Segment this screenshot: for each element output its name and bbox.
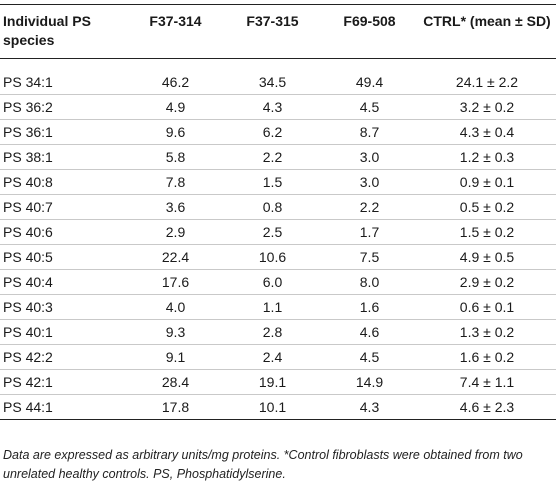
table-row: PS 36:1 9.6 6.2 8.7 4.3 ± 0.4 [0,119,556,145]
species-cell: PS 40:7 [0,194,127,220]
value-cell: 9.1 [127,344,224,370]
value-cell: 10.1 [224,394,321,420]
value-cell: 22.4 [127,244,224,270]
ps-species-table: Individual PS species F37-314 F37-315 F6… [0,4,556,420]
value-cell: 0.5 ± 0.2 [418,194,556,220]
species-cell: PS 40:1 [0,319,127,345]
species-cell: PS 40:3 [0,294,127,320]
value-cell: 3.2 ± 0.2 [418,94,556,120]
table-row: PS 40:3 4.0 1.1 1.6 0.6 ± 0.1 [0,294,556,320]
species-cell: PS 44:1 [0,394,127,420]
species-cell: PS 34:1 [0,58,127,95]
value-cell: 1.6 [321,294,418,320]
header-row: Individual PS species F37-314 F37-315 F6… [0,4,556,59]
value-cell: 0.8 [224,194,321,220]
value-cell: 1.5 ± 0.2 [418,219,556,245]
value-cell: 2.5 [224,219,321,245]
table-row: PS 36:2 4.9 4.3 4.5 3.2 ± 0.2 [0,94,556,120]
value-cell: 7.8 [127,169,224,195]
value-cell: 4.3 [224,94,321,120]
value-cell: 6.2 [224,119,321,145]
value-cell: 4.6 [321,319,418,345]
value-cell: 9.3 [127,319,224,345]
value-cell: 17.8 [127,394,224,420]
table-row: PS 40:6 2.9 2.5 1.7 1.5 ± 0.2 [0,219,556,245]
species-cell: PS 36:1 [0,119,127,145]
header-ctrl: CTRL* (mean ± SD) [418,4,556,59]
value-cell: 49.4 [321,58,418,95]
species-cell: PS 42:1 [0,369,127,395]
species-cell: PS 40:6 [0,219,127,245]
header-individual-ps-species: Individual PS species [0,4,127,59]
table-row: PS 38:1 5.8 2.2 3.0 1.2 ± 0.3 [0,144,556,170]
header-f37-315: F37-315 [224,4,321,59]
value-cell: 4.9 [127,94,224,120]
table-row: PS 40:1 9.3 2.8 4.6 1.3 ± 0.2 [0,319,556,345]
value-cell: 28.4 [127,369,224,395]
value-cell: 34.5 [224,58,321,95]
value-cell: 7.4 ± 1.1 [418,369,556,395]
value-cell: 14.9 [321,369,418,395]
value-cell: 8.7 [321,119,418,145]
value-cell: 1.5 [224,169,321,195]
value-cell: 1.2 ± 0.3 [418,144,556,170]
value-cell: 2.2 [321,194,418,220]
table-header: Individual PS species F37-314 F37-315 F6… [0,4,556,59]
value-cell: 24.1 ± 2.2 [418,58,556,95]
value-cell: 10.6 [224,244,321,270]
value-cell: 4.9 ± 0.5 [418,244,556,270]
table-row: PS 44:1 17.8 10.1 4.3 4.6 ± 2.3 [0,394,556,420]
species-cell: PS 40:8 [0,169,127,195]
value-cell: 1.6 ± 0.2 [418,344,556,370]
header-f69-508: F69-508 [321,4,418,59]
value-cell: 3.0 [321,144,418,170]
value-cell: 4.0 [127,294,224,320]
value-cell: 46.2 [127,58,224,95]
table-row: PS 42:1 28.4 19.1 14.9 7.4 ± 1.1 [0,369,556,395]
species-cell: PS 40:4 [0,269,127,295]
value-cell: 17.6 [127,269,224,295]
value-cell: 2.2 [224,144,321,170]
value-cell: 4.5 [321,344,418,370]
value-cell: 7.5 [321,244,418,270]
species-cell: PS 42:2 [0,344,127,370]
value-cell: 4.3 ± 0.4 [418,119,556,145]
value-cell: 1.3 ± 0.2 [418,319,556,345]
value-cell: 4.3 [321,394,418,420]
value-cell: 2.9 [127,219,224,245]
species-cell: PS 40:5 [0,244,127,270]
value-cell: 19.1 [224,369,321,395]
value-cell: 5.8 [127,144,224,170]
table-row: PS 40:5 22.4 10.6 7.5 4.9 ± 0.5 [0,244,556,270]
table-row: PS 40:7 3.6 0.8 2.2 0.5 ± 0.2 [0,194,556,220]
table-row: PS 40:8 7.8 1.5 3.0 0.9 ± 0.1 [0,169,556,195]
table-row: PS 34:1 46.2 34.5 49.4 24.1 ± 2.2 [0,58,556,95]
value-cell: 2.9 ± 0.2 [418,269,556,295]
value-cell: 2.8 [224,319,321,345]
value-cell: 0.9 ± 0.1 [418,169,556,195]
value-cell: 1.7 [321,219,418,245]
value-cell: 4.5 [321,94,418,120]
table-body: PS 34:1 46.2 34.5 49.4 24.1 ± 2.2 PS 36:2 4.9 4… [0,58,556,420]
value-cell: 0.6 ± 0.1 [418,294,556,320]
table-row: PS 42:2 9.1 2.4 4.5 1.6 ± 0.2 [0,344,556,370]
table-row: PS 40:4 17.6 6.0 8.0 2.9 ± 0.2 [0,269,556,295]
value-cell: 1.1 [224,294,321,320]
value-cell: 6.0 [224,269,321,295]
header-f37-314: F37-314 [127,4,224,59]
value-cell: 8.0 [321,269,418,295]
table-footnote: Data are expressed as arbitrary units/mg… [3,448,523,481]
species-cell: PS 36:2 [0,94,127,120]
value-cell: 4.6 ± 2.3 [418,394,556,420]
value-cell: 3.6 [127,194,224,220]
species-cell: PS 38:1 [0,144,127,170]
value-cell: 2.4 [224,344,321,370]
value-cell: 3.0 [321,169,418,195]
value-cell: 9.6 [127,119,224,145]
